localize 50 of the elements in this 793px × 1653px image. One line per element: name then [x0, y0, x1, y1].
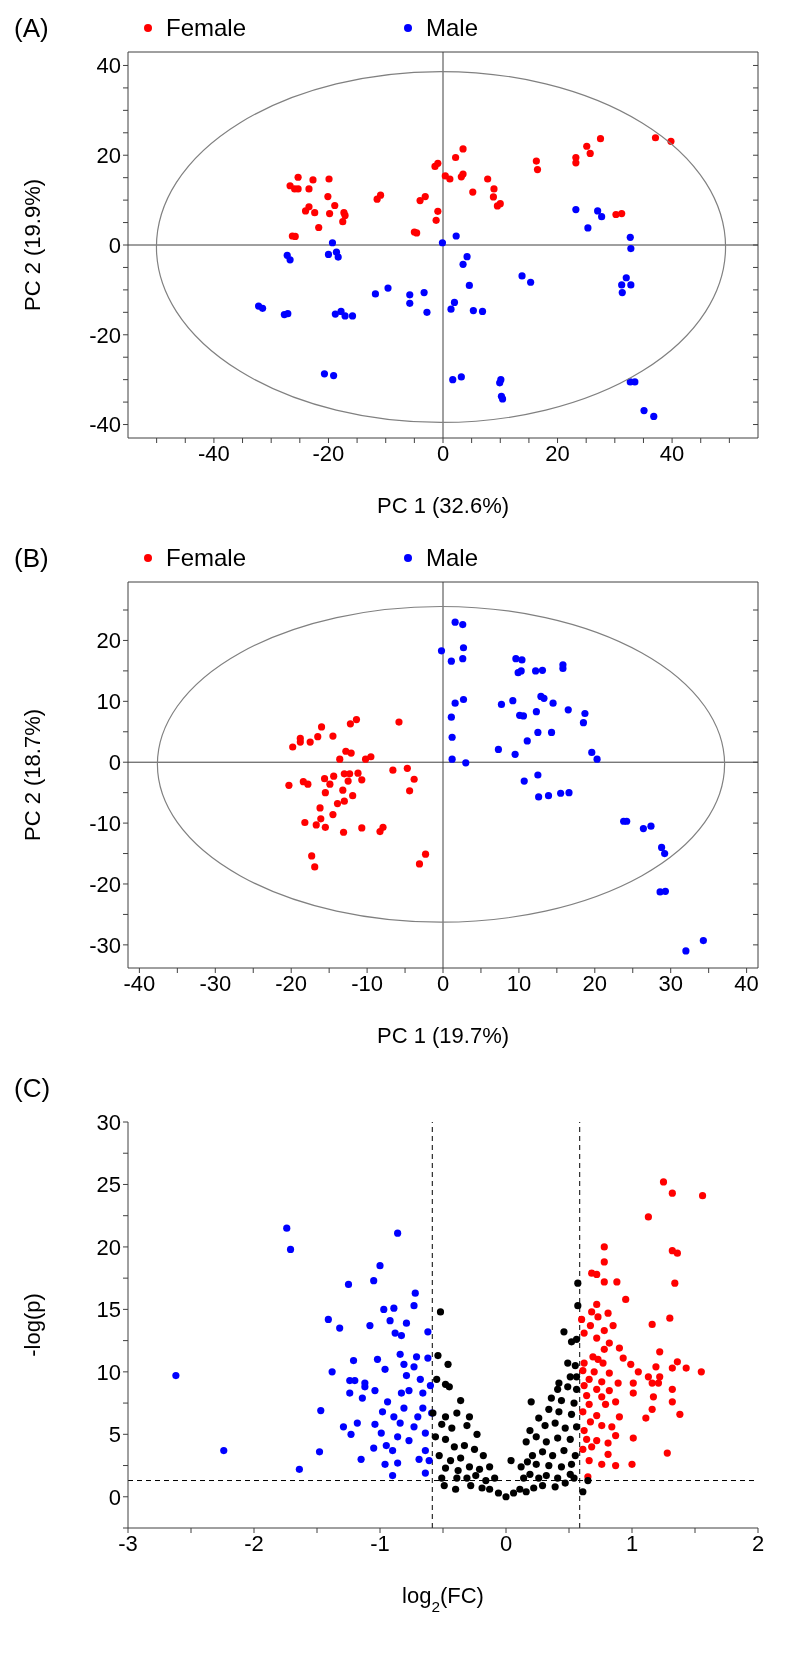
y-axis-title: -log(p): [20, 1293, 45, 1357]
y-tick-label: 20: [96, 143, 121, 169]
y-tick-label: -20: [89, 871, 121, 897]
chart-title: (A): [13, 12, 50, 44]
y-tick-label: 0: [108, 1484, 121, 1510]
x-tick-label: -20: [312, 440, 345, 466]
x-tick-label: 30: [658, 970, 683, 996]
x-tick-label: 0: [436, 970, 450, 996]
x-tick-label: 0: [436, 440, 450, 466]
x-tick-label: -3: [118, 1530, 138, 1556]
y-tick-label: -40: [89, 412, 121, 438]
y-tick-label: 20: [96, 1234, 121, 1260]
y-tick-label: -10: [89, 810, 121, 836]
y-tick-label: -30: [89, 932, 121, 958]
x-tick-label: 0: [499, 1530, 513, 1556]
x-tick-label: -30: [199, 970, 232, 996]
legend-label: Female: [166, 14, 247, 42]
x-tick-label: 2: [751, 1530, 765, 1556]
x-tick-label: 40: [659, 440, 685, 466]
legend-label: Male: [426, 544, 479, 572]
legend-label: Female: [166, 544, 247, 572]
x-tick-label: -10: [351, 970, 383, 996]
x-tick-label: 20: [582, 970, 608, 996]
y-tick-label: 20: [96, 628, 121, 654]
x-tick-label: 40: [734, 970, 759, 996]
chart-title: (C): [13, 1072, 52, 1104]
y-tick-label: 10: [96, 689, 121, 715]
y-tick-label: 0: [108, 232, 121, 258]
y-tick-label: 40: [96, 53, 121, 79]
y-tick-label: 25: [96, 1172, 121, 1198]
legend-label: Male: [426, 14, 479, 42]
x-tick-label: 20: [545, 440, 570, 466]
x-tick-label: 1: [625, 1530, 639, 1556]
x-axis-title: log$_{2}$(FC): [402, 1583, 484, 1615]
x-axis-title: PC 1 (19.7%): [376, 1023, 510, 1048]
y-tick-label: -20: [89, 322, 121, 348]
x-tick-label: -1: [370, 1530, 390, 1556]
y-tick-label: 10: [96, 1359, 121, 1385]
y-axis-title: PC 2 (18.7%): [20, 708, 45, 842]
y-axis-title: PC 2 (19.9%): [20, 178, 45, 312]
x-tick-label: -2: [244, 1530, 264, 1556]
chart-title: (B): [13, 542, 50, 574]
x-tick-label: -40: [198, 440, 230, 466]
y-tick-label: 0: [108, 750, 121, 776]
x-axis-title: PC 1 (32.6%): [376, 493, 510, 518]
x-tick-label: -20: [275, 970, 308, 996]
x-tick-label: 10: [506, 970, 532, 996]
y-tick-label: 30: [96, 1109, 121, 1135]
y-tick-label: 5: [108, 1422, 121, 1448]
y-tick-label: 15: [96, 1297, 121, 1323]
